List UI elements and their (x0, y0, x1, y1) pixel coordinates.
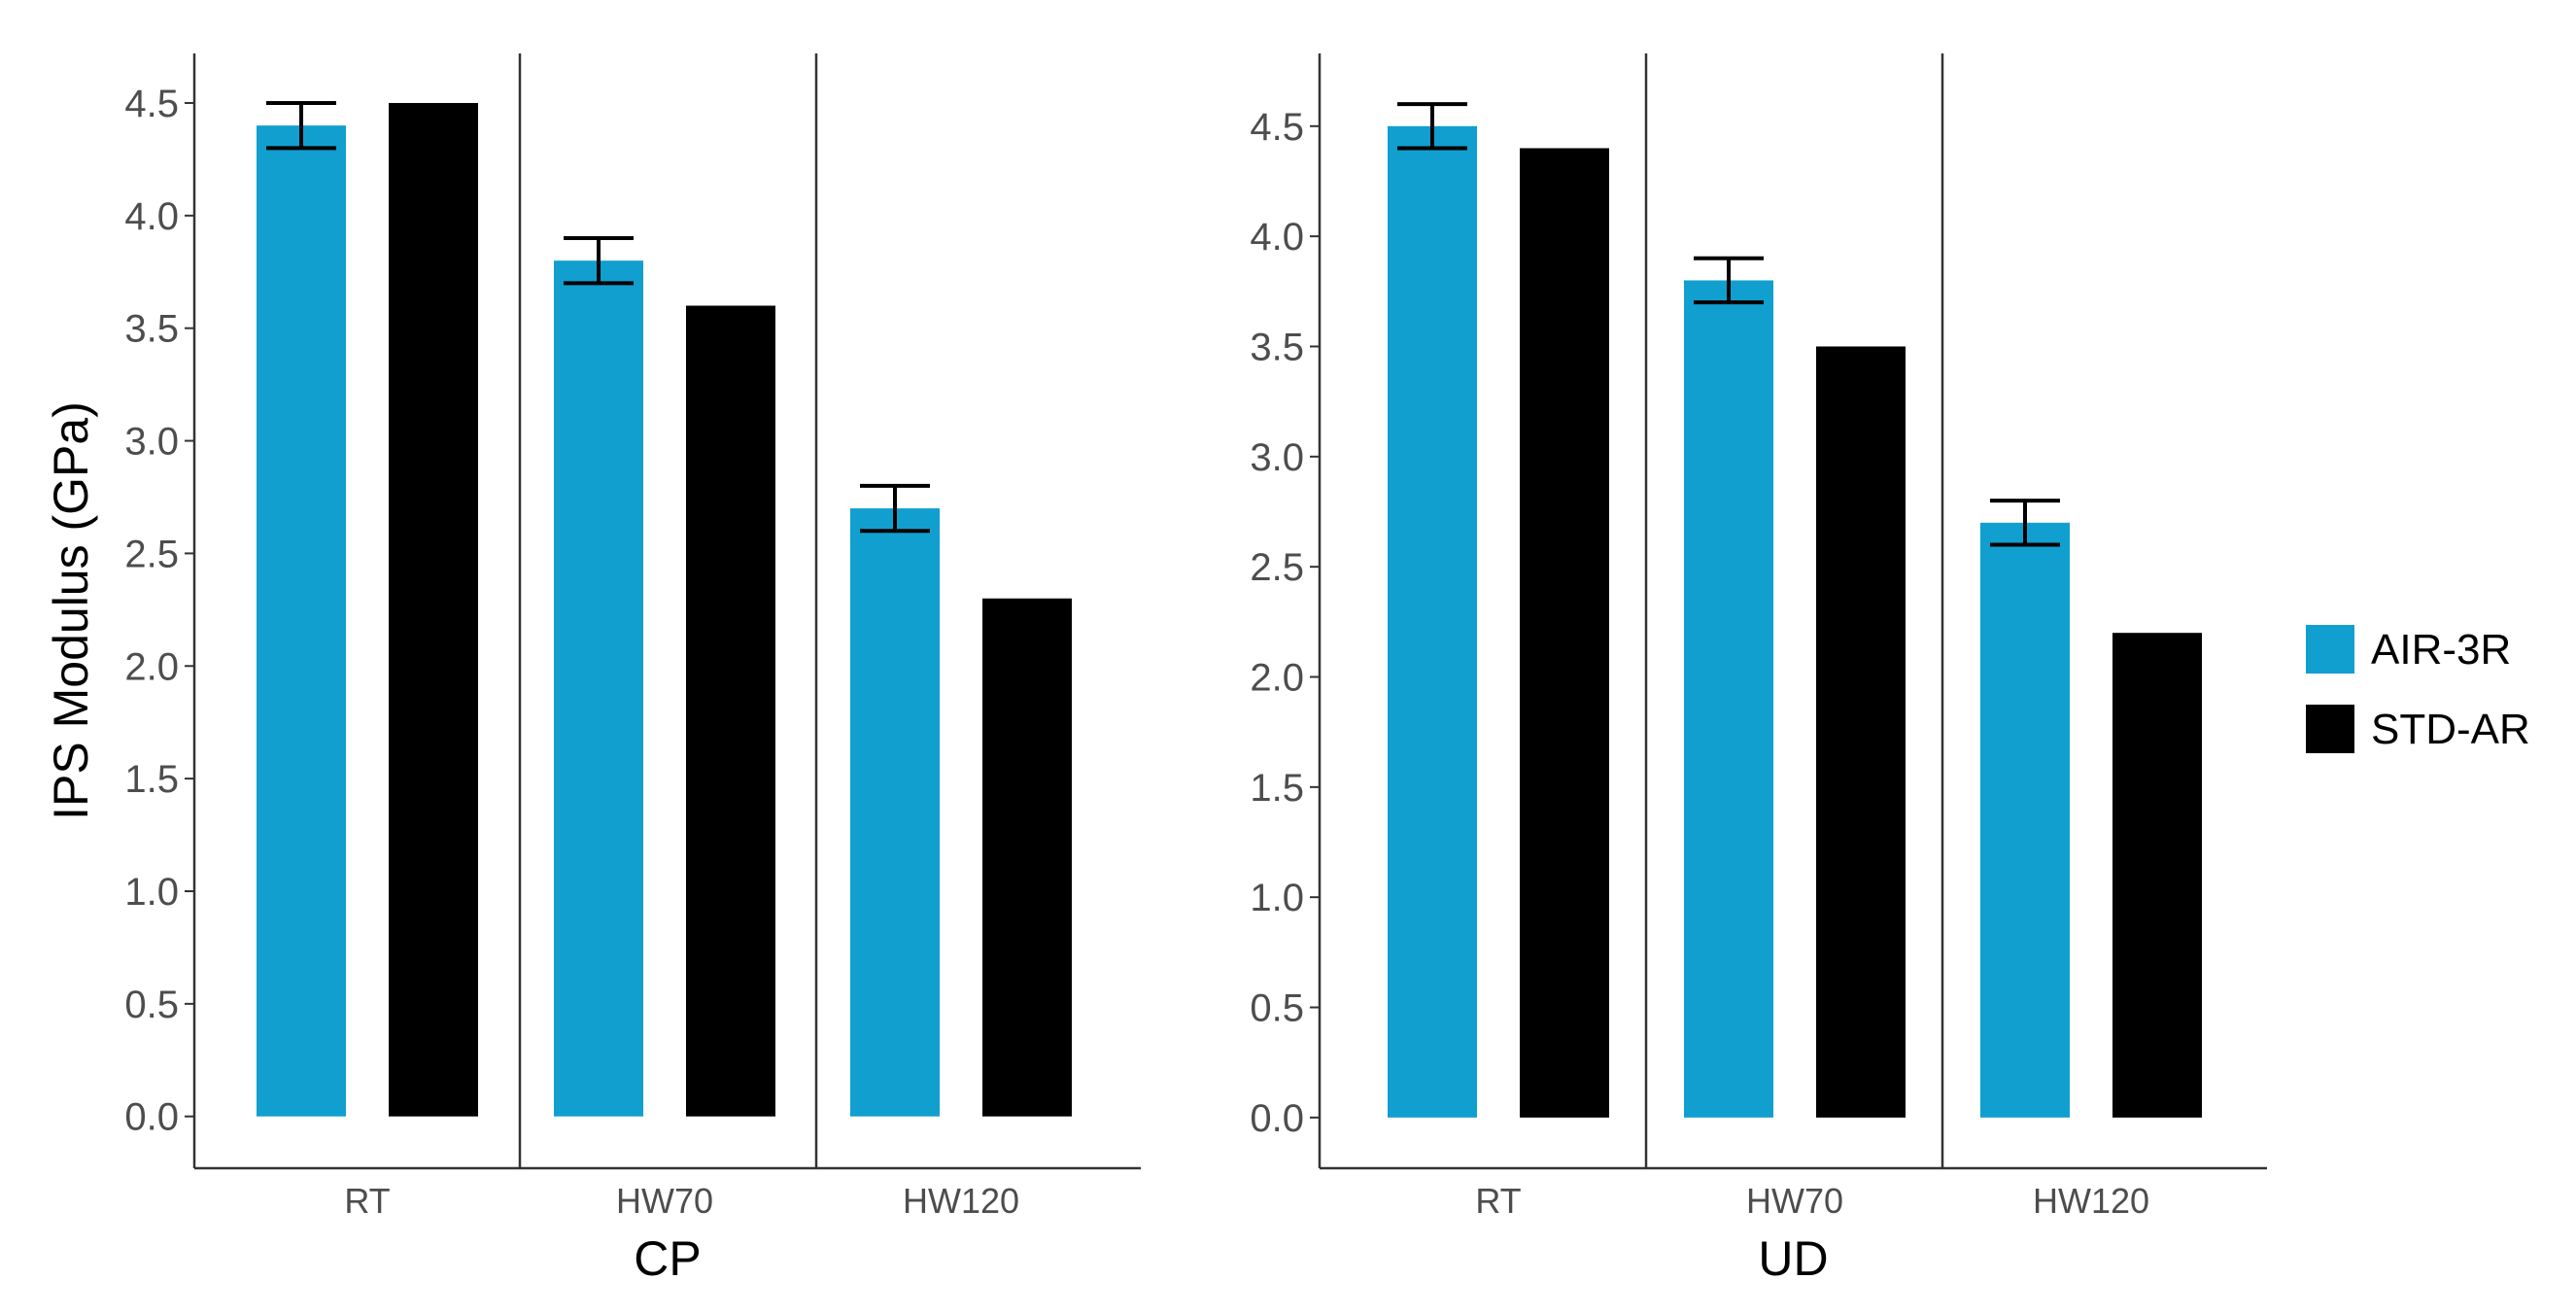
x-axis-title: UD (1758, 1231, 1828, 1286)
y-tick-label: 3.5 (1250, 326, 1304, 368)
y-tick-label: 2.0 (1250, 657, 1304, 700)
y-tick-label: 1.5 (124, 758, 179, 801)
bar-air-3r-hw70 (554, 260, 643, 1117)
y-tick-label: 2.0 (124, 645, 179, 688)
x-tick-label-hw70: HW70 (1746, 1181, 1843, 1221)
bar-air-3r-hw70 (1684, 280, 1773, 1118)
y-tick-label: 3.0 (1250, 436, 1304, 479)
bar-air-3r-hw120 (1980, 522, 2070, 1118)
x-tick-label-hw70: HW70 (616, 1181, 713, 1221)
bar-std-ar-hw70 (686, 305, 775, 1117)
panel-left: 0.0 0.5 1.0 1.5 2.0 2.5 3.0 3.5 4.0 4.5 RT HW70 HW12… (44, 53, 1141, 1286)
y-tick-label: 1.5 (1250, 767, 1304, 810)
x-axis-title: CP (634, 1231, 701, 1286)
y-tick-label: 4.5 (1250, 106, 1304, 149)
bar-air-3r-rt (1388, 125, 1477, 1118)
x-tick-label-hw120: HW120 (903, 1181, 1019, 1221)
panel-right: 0.0 0.5 1.0 1.5 2.0 2.5 3.0 3.5 4.0 4.5 RT HW70 HW12… (1250, 53, 2267, 1286)
y-tick-label: 4.0 (1250, 216, 1304, 259)
legend-swatch-std-ar (2306, 705, 2354, 753)
y-tick-label: 2.5 (1250, 546, 1304, 589)
y-tick-label: 2.5 (124, 533, 179, 575)
bar-std-ar-rt (1520, 148, 1609, 1118)
x-tick-label-hw120: HW120 (2033, 1181, 2149, 1221)
bar-air-3r-rt (257, 125, 346, 1117)
y-tick-label: 4.5 (124, 83, 179, 125)
x-tick-label-rt: RT (1475, 1181, 1521, 1221)
y-tick-label: 0.0 (124, 1096, 179, 1139)
y-tick-label: 1.0 (124, 871, 179, 914)
bar-std-ar-hw120 (2112, 633, 2202, 1118)
legend-swatch-air-3r (2306, 625, 2354, 674)
y-tick-label: 0.5 (124, 984, 179, 1026)
bar-std-ar-hw120 (982, 598, 1072, 1117)
legend: AIR-3R STD-AR (2306, 625, 2530, 753)
legend-label-std-ar: STD-AR (2371, 706, 2530, 753)
y-tick-label: 3.0 (124, 421, 179, 464)
x-tick-label-rt: RT (344, 1181, 390, 1221)
y-tick-label: 3.5 (124, 308, 179, 351)
y-tick-label: 0.0 (1250, 1097, 1304, 1140)
y-tick-label: 1.0 (1250, 877, 1304, 919)
y-axis-title: IPS Modulus (GPa) (44, 401, 98, 820)
bar-std-ar-hw70 (1816, 346, 1906, 1118)
y-tick-label: 4.0 (124, 195, 179, 238)
y-tick-label: 0.5 (1250, 987, 1304, 1030)
bar-std-ar-rt (389, 102, 478, 1117)
legend-label-air-3r: AIR-3R (2371, 626, 2511, 674)
bar-air-3r-hw120 (850, 508, 940, 1117)
